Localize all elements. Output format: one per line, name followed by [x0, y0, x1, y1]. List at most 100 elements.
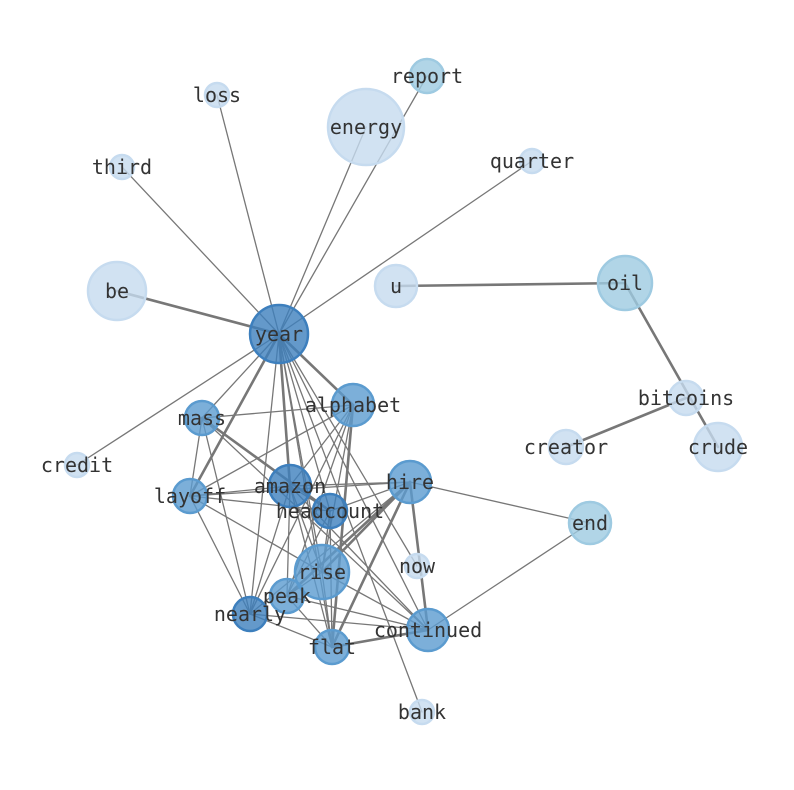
node-circle [203, 81, 231, 109]
node-label: flat [308, 635, 356, 659]
node-report: report [391, 57, 463, 95]
nodes-layer: report loss energy third quarter be u oil year al… [41, 57, 748, 726]
node-circle [403, 552, 431, 580]
edge-year-nearly [249, 333, 280, 615]
node-circle [268, 577, 306, 615]
edge-year-bank [278, 333, 423, 713]
node-circle [373, 263, 419, 309]
edge-hire-flat [330, 480, 412, 649]
node-layoff: layoff [154, 477, 226, 515]
node-label: creator [524, 435, 608, 459]
node-circle [313, 628, 351, 666]
edge-layoff-headcount [189, 495, 331, 512]
edge-u-oil [394, 281, 627, 288]
node-circle [293, 543, 351, 601]
node-circle [518, 147, 546, 175]
node-circle [547, 428, 585, 466]
node-label: u [390, 274, 402, 298]
node-circle [183, 399, 221, 437]
node-continued: continued [374, 607, 482, 653]
edge-year-continued [278, 333, 429, 631]
edge-oil-crude [623, 281, 720, 449]
edge-nearly-continued [249, 613, 429, 631]
node-circle [311, 492, 349, 530]
node-label: energy [330, 115, 402, 139]
node-creator: creator [524, 428, 608, 466]
edge-amazon-nearly [249, 485, 291, 615]
node-be: be [86, 260, 148, 322]
edge-bitcoins-creator [564, 396, 688, 449]
node-label: layoff [154, 484, 226, 508]
node-hire: hire [386, 459, 434, 505]
node-label: credit [41, 453, 113, 477]
node-mass: mass [178, 399, 226, 437]
node-label: amazon [254, 474, 326, 498]
node-circle [567, 500, 613, 546]
node-u: u [373, 263, 419, 309]
node-label: peak [263, 584, 311, 608]
node-label: third [92, 155, 152, 179]
node-bank: bank [398, 698, 446, 726]
node-circle [248, 303, 310, 365]
node-oil: oil [596, 254, 654, 312]
node-label: report [391, 64, 463, 88]
edge-alphabet-nearly [249, 404, 354, 615]
node-alphabet: alphabet [305, 382, 401, 428]
node-label: continued [374, 618, 482, 642]
node-label: end [572, 511, 608, 535]
edge-year-credit [76, 333, 280, 466]
node-year: year [248, 303, 310, 365]
node-label: year [255, 322, 303, 346]
edge-end-continued [427, 522, 591, 631]
edge-hire-end [409, 481, 591, 524]
node-circle [596, 254, 654, 312]
edge-mass-continued [201, 417, 429, 631]
node-circle [86, 260, 148, 322]
node-label: hire [386, 470, 434, 494]
edge-year-quarter [278, 160, 533, 335]
node-label: quarter [490, 149, 574, 173]
node-circle [408, 57, 446, 95]
node-circle [387, 459, 433, 505]
edge-year-third [121, 166, 280, 335]
node-label: rise [298, 560, 346, 584]
edge-year-loss [216, 94, 280, 335]
node-amazon: amazon [254, 463, 326, 509]
node-quarter: quarter [490, 147, 574, 175]
node-third: third [92, 153, 152, 181]
edge-peak-continued [286, 595, 429, 631]
node-rise: rise [293, 543, 351, 601]
node-circle [408, 698, 436, 726]
node-label: alphabet [305, 393, 401, 417]
node-peak: peak [263, 577, 311, 615]
node-label: mass [178, 406, 226, 430]
node-energy: energy [326, 87, 406, 167]
node-flat: flat [308, 628, 356, 666]
node-credit: credit [41, 451, 113, 479]
node-circle [231, 595, 269, 633]
node-circle [108, 153, 136, 181]
node-circle [667, 379, 705, 417]
node-now: now [399, 552, 436, 580]
node-circle [330, 382, 376, 428]
node-circle [267, 463, 313, 509]
node-crude: crude [688, 421, 748, 473]
node-circle [171, 477, 209, 515]
edge-year-headcount [278, 333, 331, 512]
edge-alphabet-layoff [189, 404, 354, 497]
node-label: bank [398, 700, 446, 724]
edge-layoff-nearly [189, 495, 251, 615]
node-label: crude [688, 435, 748, 459]
node-label: loss [193, 83, 241, 107]
node-nearly: nearly [214, 595, 286, 633]
node-loss: loss [193, 81, 241, 109]
node-circle [692, 421, 744, 473]
edge-alphabet-flat [330, 403, 355, 649]
node-end: end [567, 500, 613, 546]
node-circle [326, 87, 406, 167]
node-label: nearly [214, 602, 286, 626]
edge-alphabet-rise [321, 404, 354, 573]
node-label: headcount [276, 499, 384, 523]
node-headcount: headcount [276, 492, 384, 530]
